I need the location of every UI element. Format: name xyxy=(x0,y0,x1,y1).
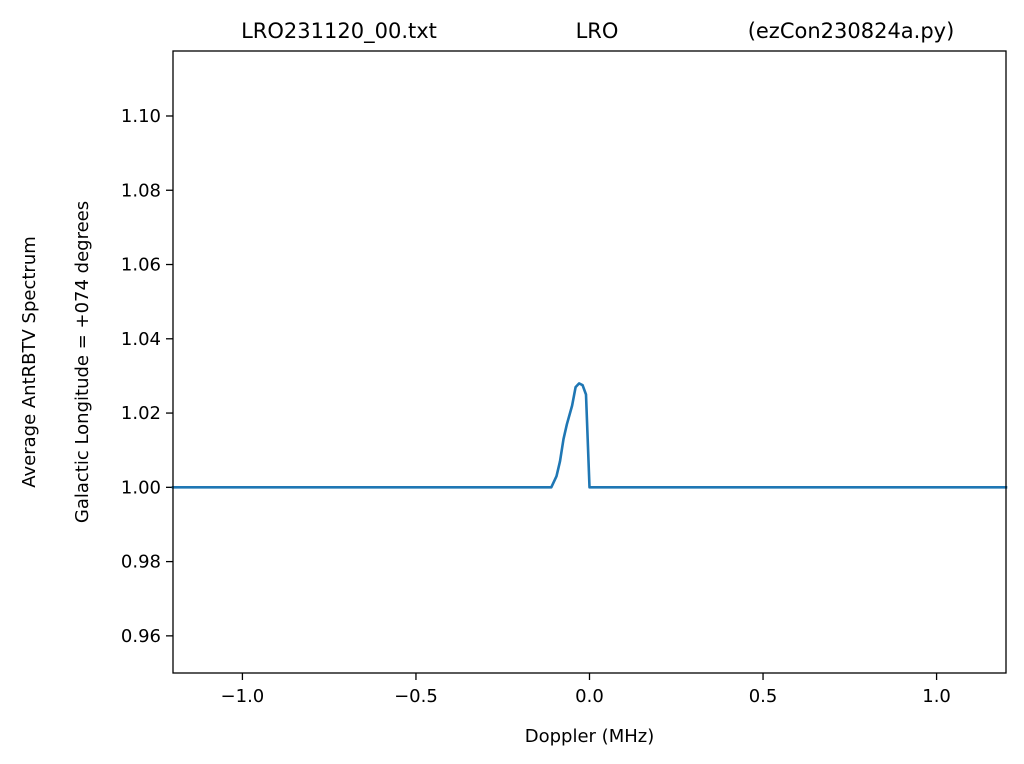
x-axis-label: Doppler (MHz) xyxy=(525,726,654,747)
x-axis-ticks: −1.0 −0.5 0.0 0.5 1.0 xyxy=(221,673,951,707)
chart-title-left: LRO231120_00.txt xyxy=(241,19,437,44)
y-tick-label: 1.00 xyxy=(121,477,161,498)
y-tick-label: 1.02 xyxy=(121,403,161,424)
y-tick-label: 1.06 xyxy=(121,255,161,276)
series-line xyxy=(171,382,1008,489)
y-tick-label: 1.08 xyxy=(121,180,161,201)
y-axis-label: Average AntRBTV Spectrum xyxy=(19,236,40,488)
chart-title-right: (ezCon230824a.py) xyxy=(748,19,955,43)
y-axis-label-secondary: Galactic Longitude = +074 degrees xyxy=(72,201,93,523)
y-tick-label: 0.96 xyxy=(121,626,161,647)
y-tick-label: 0.98 xyxy=(121,552,161,573)
x-tick-label: 1.0 xyxy=(922,686,951,707)
chart-title-center: LRO xyxy=(576,19,619,43)
y-tick-label: 1.04 xyxy=(121,329,161,350)
x-tick-label: −1.0 xyxy=(221,686,265,707)
x-tick-label: −0.5 xyxy=(394,686,438,707)
x-tick-label: 0.0 xyxy=(575,686,604,707)
y-tick-label: 1.10 xyxy=(121,106,161,127)
y-axis-ticks: 0.96 0.98 1.00 1.02 1.04 1.06 1.08 1.10 xyxy=(121,106,173,647)
x-tick-label: 0.5 xyxy=(749,686,778,707)
plot-frame xyxy=(172,50,1007,674)
